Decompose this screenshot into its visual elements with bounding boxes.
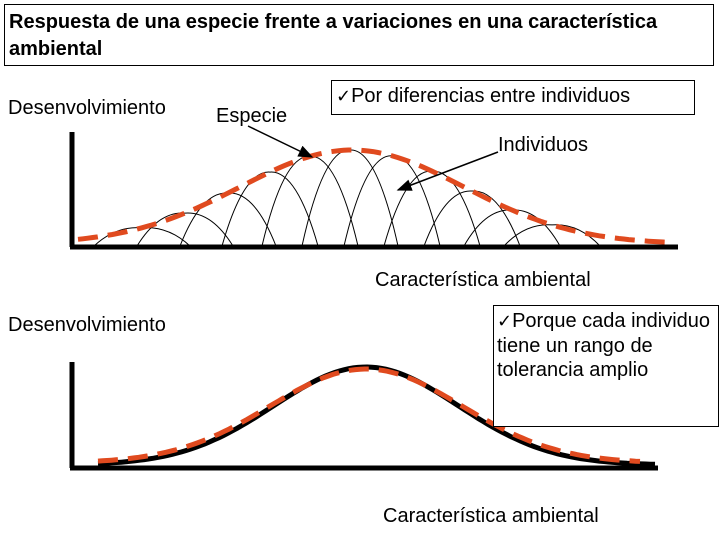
individuals-arrow [396,151,499,191]
bottom-note-text: Porque cada individuo tiene un rango de … [497,310,711,381]
species-label: Especie [216,105,288,127]
bottom-note-box: ✓Porque cada individuo tiene un rango de… [493,305,719,427]
individual-curve [136,212,234,247]
checkmark-icon: ✓ [497,311,513,332]
individual-curve [301,149,399,247]
bottom-individual-curve [97,364,656,467]
page-title: Respuesta de una especie frente a variac… [9,11,658,60]
individual-curve [423,190,521,247]
top-y-label: Desenvolvimiento [8,97,166,119]
top-x-label: Característica ambiental [375,269,591,291]
bottom-species-curve [97,366,641,464]
checkmark-icon: ✓ [336,86,352,107]
individual-curve [221,171,319,247]
title-box: Respuesta de una especie frente a variac… [4,4,714,66]
bottom-y-label: Desenvolvimiento [8,314,166,336]
top-species-curve [77,147,669,245]
individual-curve [383,170,481,247]
individuals-label: Individuos [498,134,589,156]
top-note-text: Por diferencias entre individuos [351,85,631,107]
species-arrow [247,125,314,158]
top-individual-curves [93,149,601,247]
bottom-x-label: Característica ambiental [383,505,599,527]
top-note-box: ✓Por diferencias entre individuos [331,80,695,115]
